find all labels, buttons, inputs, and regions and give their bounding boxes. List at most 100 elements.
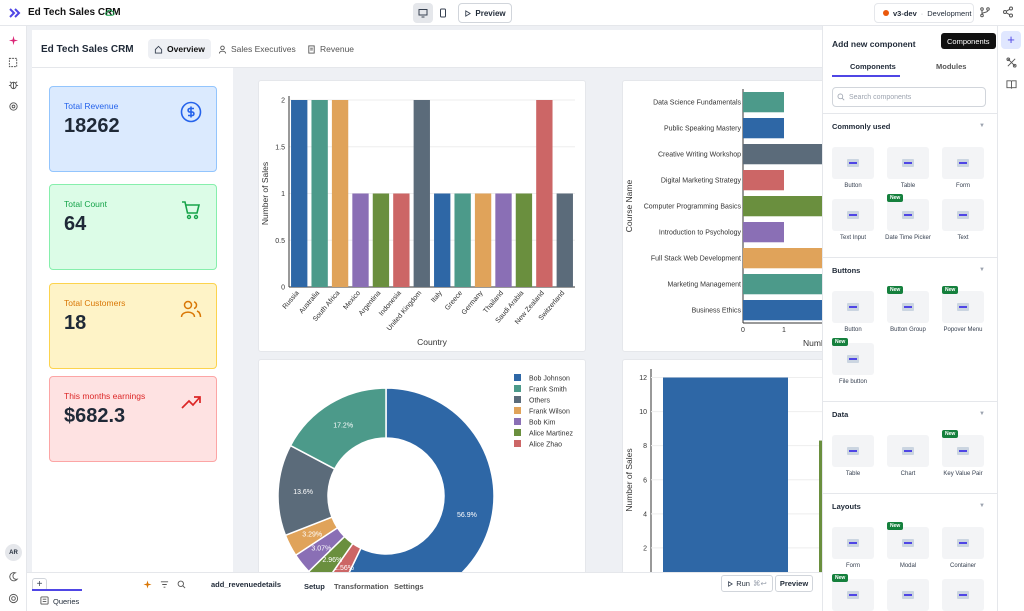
environment-selector[interactable]: v3-dev · Development (874, 3, 974, 23)
component-tile[interactable]: New (942, 430, 984, 467)
component-tile[interactable]: New (832, 574, 874, 611)
app-name[interactable]: Ed Tech Sales CRM (28, 7, 121, 18)
sparkle-icon[interactable] (8, 35, 19, 46)
component-tile[interactable]: New (887, 522, 929, 559)
component-tile[interactable] (832, 527, 874, 559)
dark-mode-icon[interactable] (8, 571, 19, 582)
filter-icon[interactable] (160, 580, 169, 589)
bar (434, 193, 451, 287)
trend-up-icon (181, 396, 201, 409)
play-icon (728, 580, 734, 587)
component-icon (847, 447, 859, 455)
preview-label: Preview (475, 8, 506, 18)
sales-by-course-chart[interactable]: 0 1 Data Science Fundamentals Public Speaki… (622, 80, 822, 352)
component-tile[interactable] (942, 147, 984, 179)
components-tab-indicator (832, 75, 900, 77)
mobile-view-button[interactable] (433, 3, 453, 23)
kpi-panel: Total Revenue 18262 Total Count 64 Total… (32, 68, 233, 572)
component-icon (847, 539, 859, 547)
tab-sales-executives[interactable]: Sales Executives (212, 39, 302, 59)
kpi-value: $682.3 (64, 405, 126, 427)
component-tile[interactable] (887, 147, 929, 179)
component-tile[interactable] (942, 579, 984, 611)
chevron-down-icon[interactable]: ▼ (979, 411, 985, 417)
component-tile[interactable]: New (832, 338, 874, 375)
help-icon[interactable] (8, 593, 19, 604)
section-title[interactable]: Data (832, 410, 849, 419)
component-icon (902, 539, 914, 547)
component-label: Text (957, 235, 969, 241)
new-badge: New (887, 286, 904, 294)
desktop-view-button[interactable] (413, 3, 433, 23)
component-tile[interactable] (832, 291, 874, 323)
tab-revenue[interactable]: Revenue (301, 39, 360, 59)
pages-icon[interactable] (8, 57, 19, 68)
run-shortcut: ⌘↩ (752, 579, 767, 588)
query-name[interactable]: add_revenuedetails (211, 580, 282, 589)
chevron-down-icon[interactable]: ▼ (979, 267, 985, 273)
component-tile[interactable] (942, 527, 984, 559)
settings-icon[interactable] (8, 101, 19, 112)
tab-overview[interactable]: Overview (148, 39, 211, 59)
query-tab-indicator (32, 589, 82, 591)
bar (743, 300, 822, 321)
section-title[interactable]: Buttons (832, 266, 861, 275)
tab-modules[interactable]: Modules (936, 62, 967, 71)
queries-label[interactable]: Queries (53, 597, 80, 606)
component-tile[interactable] (832, 435, 874, 467)
component-icon (847, 591, 859, 599)
share-icon[interactable] (1002, 6, 1014, 18)
kpi-label: Total Customers (64, 298, 126, 308)
tab-label: Overview (167, 44, 205, 54)
legend-label: Frank Wilson (529, 409, 570, 416)
tab-setup[interactable]: Setup (304, 582, 325, 591)
run-query-button[interactable]: Run ⌘↩ (721, 575, 773, 592)
slice-label: 17.2% (333, 422, 353, 429)
play-icon (465, 9, 472, 17)
bar (393, 193, 410, 287)
component-label: Button Group (890, 327, 926, 333)
right-toolbar: + (997, 26, 1024, 611)
search-components-input[interactable]: Search components (832, 87, 986, 107)
component-tile[interactable] (942, 199, 984, 231)
component-tile[interactable]: New (942, 286, 984, 323)
tab-components[interactable]: Components (850, 62, 896, 71)
tab-transformation[interactable]: Transformation (334, 582, 389, 591)
sales-by-executive-pie[interactable]: 56.9% 2.56% 2.96% 3.07% 3.29% 13.6% 17.2% Bob J… (258, 359, 586, 572)
preview-button[interactable]: Preview (458, 3, 512, 23)
component-label: File button (838, 379, 868, 385)
section-title[interactable]: Commonly used (832, 122, 891, 131)
sales-by-course-svg: 0 1 Data Science Fundamentals Public Speaki… (624, 89, 822, 348)
chevron-down-icon[interactable]: ▼ (979, 503, 985, 509)
users-icon (180, 300, 202, 318)
component-tile[interactable] (887, 435, 929, 467)
component-icon (957, 303, 969, 311)
tab-label: Sales Executives (231, 44, 296, 54)
tooljet-logo-icon[interactable] (9, 7, 21, 19)
app-canvas[interactable]: Ed Tech Sales CRM Overview Sales Executi… (27, 26, 822, 572)
component-tile[interactable]: New (887, 286, 929, 323)
query-panel-bar: + add_revenuedetails Setup Transformatio… (27, 572, 822, 611)
new-badge: New (942, 430, 959, 438)
kpi-this-months-earnings: This months earnings $682.3 (49, 376, 217, 462)
search-icon[interactable] (177, 580, 186, 589)
branch-icon[interactable] (979, 6, 991, 18)
sales-bar-chart-2[interactable]: 2 4 6 8 10 12 Number of Sales (622, 359, 822, 572)
ai-sparkle-icon[interactable] (143, 580, 152, 589)
component-tile[interactable]: New (887, 194, 929, 231)
component-tools-icon[interactable] (1006, 57, 1017, 68)
chevron-down-icon[interactable]: ▼ (979, 123, 985, 129)
book-icon[interactable] (1006, 79, 1017, 90)
component-tile[interactable] (832, 199, 874, 231)
tab-settings[interactable]: Settings (394, 582, 424, 591)
component-tile[interactable] (887, 579, 929, 611)
components-tooltip: Components (941, 33, 996, 49)
query-preview-button[interactable]: Preview (775, 575, 813, 592)
sales-by-country-chart[interactable]: 0 0.5 1 1.5 2 Russia Australia South Africa Mexi… (258, 80, 586, 352)
debugger-icon[interactable] (8, 79, 19, 90)
section-divider (823, 257, 997, 258)
component-tile[interactable] (832, 147, 874, 179)
user-avatar[interactable]: AR (5, 544, 22, 561)
section-title[interactable]: Layouts (832, 502, 861, 511)
add-component-button[interactable]: + (1001, 31, 1021, 49)
